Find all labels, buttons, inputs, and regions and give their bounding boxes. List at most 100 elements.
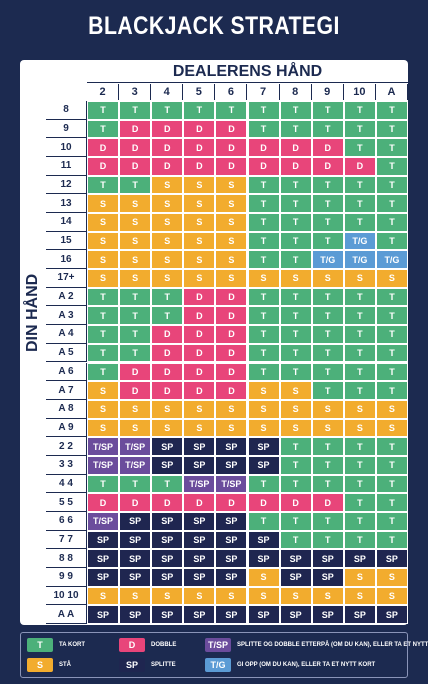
strategy-cell: T <box>247 213 280 232</box>
strategy-cell: SP <box>215 549 248 568</box>
strategy-cell: S <box>183 231 216 251</box>
strategy-cell: SP <box>215 437 248 456</box>
column-header: 8 <box>280 84 312 100</box>
strategy-cell: T <box>119 474 152 494</box>
strategy-cell: T <box>343 119 376 139</box>
strategy-cell: S <box>215 586 248 606</box>
strategy-cell: S <box>311 269 344 288</box>
strategy-cell: S <box>151 418 184 438</box>
strategy-cell: D <box>279 138 312 158</box>
strategy-cell: S <box>119 269 152 288</box>
row-label: A 5 <box>46 343 87 363</box>
strategy-cell: SP <box>151 605 184 624</box>
strategy-cell: D <box>151 493 184 512</box>
row-label: 13 <box>46 194 87 214</box>
row-label: 3 3 <box>46 455 87 475</box>
strategy-cell: S <box>87 194 120 214</box>
strategy-cell: SP <box>215 530 248 550</box>
strategy-cell: D <box>119 157 152 176</box>
strategy-cell: T <box>87 175 120 195</box>
strategy-cell: SP <box>151 549 184 568</box>
strategy-cell: T <box>279 101 312 120</box>
strategy-cell: T <box>247 343 280 363</box>
row-label: 14 <box>46 213 87 232</box>
strategy-cell: T <box>311 362 344 382</box>
strategy-cell: D <box>119 381 152 400</box>
strategy-cell: D <box>151 381 184 400</box>
strategy-cell: S <box>279 586 312 606</box>
row-label: A 2 <box>46 287 87 307</box>
strategy-cell: T <box>311 175 344 195</box>
strategy-cell: S <box>87 250 120 270</box>
legend: T TA KORT D DOBBLE T/SP SPLITTE OG DOBBLE ETT… <box>20 632 428 678</box>
strategy-cell: SP <box>119 530 152 550</box>
strategy-cell: T <box>87 101 120 120</box>
strategy-cell: S <box>247 399 280 419</box>
dealer-label: DEALERENS HÅND <box>87 61 408 83</box>
strategy-cell: T <box>247 362 280 382</box>
strategy-cell: S <box>119 250 152 270</box>
strategy-cell: T <box>311 343 344 363</box>
strategy-cell: D <box>215 157 248 176</box>
strategy-cell: T <box>343 213 376 232</box>
strategy-cell: T/SP <box>215 474 248 494</box>
strategy-cell: D <box>151 138 184 158</box>
strategy-cell: S <box>119 418 152 438</box>
strategy-cell: T <box>151 306 184 326</box>
strategy-cell: D <box>311 138 344 158</box>
column-header: 2 <box>87 84 120 100</box>
strategy-cell: D <box>215 343 248 363</box>
strategy-cell: S <box>87 231 120 251</box>
strategy-cell: D <box>311 157 344 176</box>
strategy-cell: SP <box>151 567 184 587</box>
strategy-cell: T/G <box>343 250 376 270</box>
column-header: A <box>376 84 408 100</box>
strategy-cell: D <box>247 157 280 176</box>
strategy-cell: S <box>279 381 312 400</box>
row-label: 2 2 <box>46 437 87 456</box>
legend-swatch: T/SP <box>205 638 231 652</box>
strategy-cell: T <box>375 213 408 232</box>
strategy-cell: S <box>119 399 152 419</box>
strategy-cell: T <box>375 175 408 195</box>
strategy-cell: D <box>151 325 184 344</box>
strategy-cell: S <box>247 567 280 587</box>
strategy-cell: T <box>87 287 120 307</box>
column-header: 9 <box>312 84 344 100</box>
legend-item: D DOBBLE <box>119 638 176 652</box>
strategy-cell: T <box>183 101 216 120</box>
strategy-cell: T <box>311 381 344 400</box>
strategy-cell: S <box>247 418 280 438</box>
strategy-cell: S <box>87 586 120 606</box>
strategy-cell: T <box>119 175 152 195</box>
strategy-cell: SP <box>279 605 312 624</box>
strategy-cell: D <box>343 157 376 176</box>
strategy-cell: T <box>375 119 408 139</box>
strategy-cell: S <box>343 567 376 587</box>
strategy-cell: D <box>119 119 152 139</box>
strategy-cell: T <box>343 437 376 456</box>
strategy-cell: SP <box>247 549 280 568</box>
strategy-cell: T <box>343 455 376 475</box>
strategy-cell: SP <box>343 605 376 624</box>
strategy-cell: T <box>375 343 408 363</box>
strategy-cell: S <box>343 586 376 606</box>
strategy-cell: D <box>215 381 248 400</box>
strategy-cell: D <box>151 119 184 139</box>
strategy-cell: SP <box>119 605 152 624</box>
column-header: 5 <box>183 84 216 100</box>
strategy-cell: T/SP <box>87 511 120 531</box>
strategy-cell: T <box>375 287 408 307</box>
row-label: A A <box>46 605 87 624</box>
strategy-cell: S <box>215 250 248 270</box>
strategy-cell: T <box>343 194 376 214</box>
strategy-cell: S <box>247 586 280 606</box>
column-header: 4 <box>151 84 184 100</box>
strategy-cell: T <box>247 101 280 120</box>
strategy-cell: T <box>279 437 312 456</box>
strategy-cell: T <box>87 306 120 326</box>
strategy-cell: SP <box>151 455 184 475</box>
strategy-cell: T <box>119 306 152 326</box>
strategy-cell: D <box>151 343 184 363</box>
strategy-cell: S <box>183 213 216 232</box>
